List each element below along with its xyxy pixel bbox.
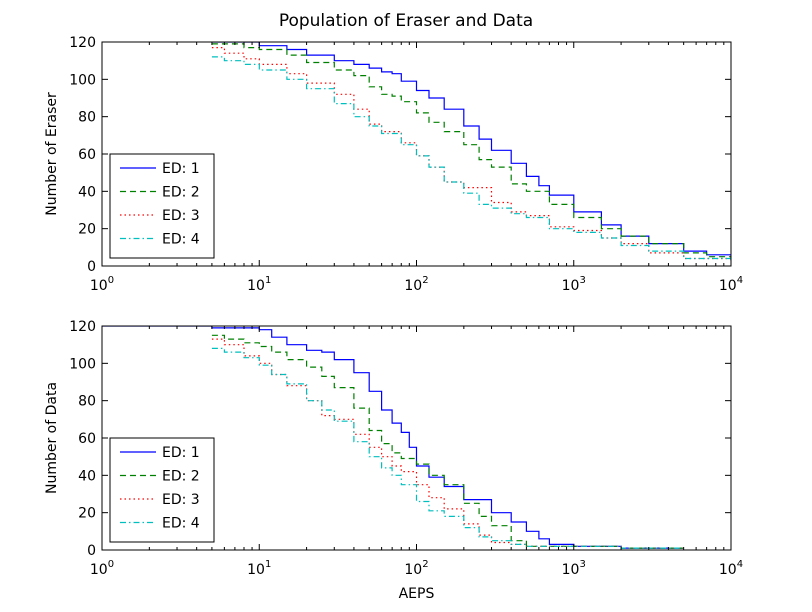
y-tick-label: 80	[78, 394, 96, 410]
series-line-ed-1	[102, 326, 684, 549]
legend-box	[109, 153, 215, 259]
y-tick-label: 120	[69, 319, 96, 335]
x-tick-label: 100	[90, 275, 114, 294]
x-tick-label: 102	[404, 559, 428, 578]
y-tick-label: 100	[69, 72, 96, 88]
legend: ED: 1 ED: 2 ED: 3 ED: 4	[109, 437, 215, 543]
x-tick-label: 104	[719, 559, 743, 578]
legend: ED: 1 ED: 2 ED: 3 ED: 4	[109, 153, 215, 259]
series-line-ed-1	[211, 42, 731, 261]
legend-label: ED: 1	[162, 445, 200, 461]
legend-label: ED: 2	[162, 185, 200, 201]
y-tick-label: 20	[78, 222, 96, 238]
y-tick-label: 40	[78, 184, 96, 200]
legend-label: ED: 3	[162, 208, 200, 224]
y-axis-label: Number of Data	[44, 382, 60, 494]
x-tick-label: 104	[719, 275, 743, 294]
legend-box	[109, 437, 215, 543]
y-tick-label: 60	[78, 431, 96, 447]
series-line-ed-4	[211, 56, 731, 261]
x-tick-label: 103	[562, 275, 586, 294]
x-axis-label: AEPS	[399, 586, 435, 602]
series-line-ed-2	[211, 43, 731, 261]
legend-label: ED: 4	[162, 516, 200, 532]
legend-label: ED: 2	[162, 469, 200, 485]
eraser-chart: 0 20 40 60 80 100 120 100 101 102 103 104 Number of …	[44, 35, 743, 294]
x-tick-label: 103	[562, 559, 586, 578]
data-chart: 0 20 40 60 80 100 120 100 101 102 103 104 Number of …	[44, 319, 743, 602]
legend-label: ED: 4	[162, 232, 200, 248]
legend-label: ED: 3	[162, 492, 200, 508]
legend-label: ED: 1	[162, 161, 200, 177]
x-tick-label: 101	[247, 275, 271, 294]
y-tick-label: 0	[87, 543, 96, 559]
series-line-ed-2	[211, 334, 684, 549]
series-line-ed-3	[211, 338, 684, 549]
series-line-ed-3	[211, 47, 731, 261]
y-tick-label: 0	[87, 259, 96, 275]
y-tick-label: 40	[78, 468, 96, 484]
x-tick-label: 102	[404, 275, 428, 294]
y-axis-label: Number of Eraser	[44, 92, 60, 216]
y-tick-label: 20	[78, 506, 96, 522]
y-tick-label: 120	[69, 35, 96, 51]
y-tick-label: 60	[78, 147, 96, 163]
y-tick-label: 80	[78, 110, 96, 126]
x-tick-label: 101	[247, 559, 271, 578]
y-tick-label: 100	[69, 356, 96, 372]
figure-title: Population of Eraser and Data	[279, 11, 533, 31]
series-line-ed-4	[211, 347, 684, 549]
x-tick-label: 100	[90, 559, 114, 578]
